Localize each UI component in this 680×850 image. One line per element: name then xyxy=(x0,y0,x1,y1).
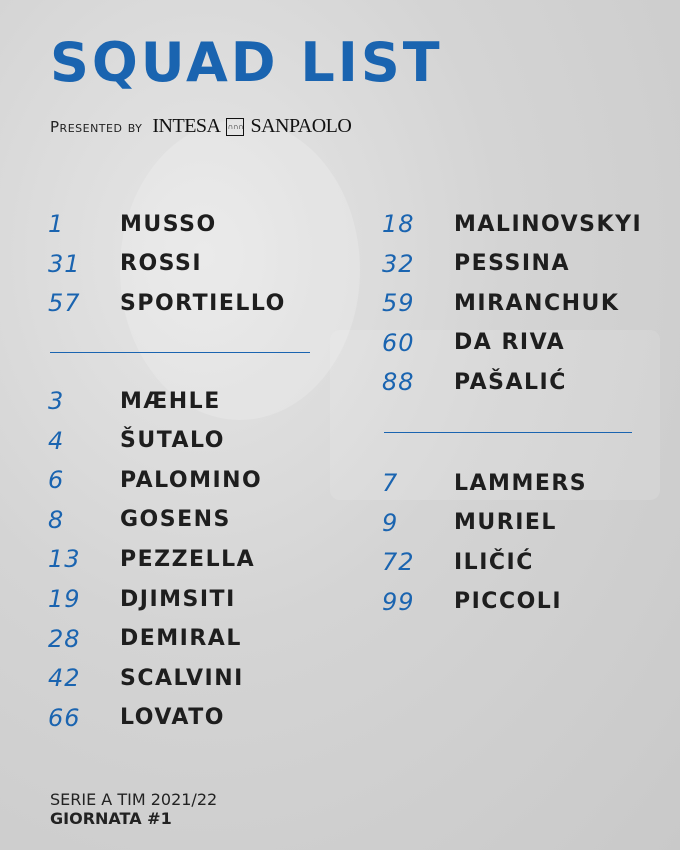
player-row: 3 MÆHLE xyxy=(48,386,221,416)
player-number: 18 xyxy=(382,210,415,238)
player-name: MIRANCHUK xyxy=(454,290,620,316)
presented-by-label: Presented by xyxy=(50,117,143,136)
player-row: 88 PAŠALIĆ xyxy=(382,367,567,397)
player-name: SPORTIELLO xyxy=(120,290,286,316)
player-name: GOSENS xyxy=(120,507,231,533)
player-number: 42 xyxy=(48,664,81,693)
matchday-label: GIORNATA #1 xyxy=(50,809,172,828)
player-number: 31 xyxy=(48,249,81,278)
sponsor-line: Presented by INTESA ∩∩∩ SANPAOLO xyxy=(50,115,352,138)
divider xyxy=(384,432,632,433)
player-name: ŠUTALO xyxy=(120,428,225,454)
sponsor-emblem-icon: ∩∩∩ xyxy=(226,117,245,136)
player-row: 7 LAMMERS xyxy=(382,468,587,498)
player-name: MALINOVSKYI xyxy=(454,211,643,237)
player-number: 7 xyxy=(382,469,399,497)
player-row: 18 MALINOVSKYI xyxy=(382,209,642,239)
player-number: 1 xyxy=(48,210,65,238)
player-number: 88 xyxy=(382,368,415,397)
player-name: SCALVINI xyxy=(120,665,244,691)
player-name: LOVATO xyxy=(120,705,225,731)
player-row: 66 LOVATO xyxy=(48,703,225,733)
player-number: 19 xyxy=(48,585,81,613)
player-number: 59 xyxy=(382,289,415,318)
divider xyxy=(50,352,310,353)
player-name: DA RIVA xyxy=(454,330,566,356)
background-decoration xyxy=(120,120,360,420)
player-row: 57 SPORTIELLO xyxy=(48,288,286,318)
player-number: 72 xyxy=(382,548,415,577)
player-name: PICCOLI xyxy=(454,589,563,615)
player-number: 60 xyxy=(382,328,415,357)
background-decoration xyxy=(330,330,660,500)
player-row: 72 ILIČIĆ xyxy=(382,547,534,577)
competition-label: SERIE A TIM 2021/22 xyxy=(50,790,218,809)
player-row: 32 PESSINA xyxy=(382,249,570,279)
player-number: 32 xyxy=(382,249,415,278)
player-number: 66 xyxy=(48,703,81,732)
player-number: 8 xyxy=(48,505,65,534)
player-name: PALOMINO xyxy=(120,467,263,493)
player-name: ROSSI xyxy=(120,251,203,277)
player-name: PEZZELLA xyxy=(120,546,256,572)
player-row: 9 MURIEL xyxy=(382,508,557,538)
player-name: ILIČIĆ xyxy=(454,549,534,575)
player-row: 60 DA RIVA xyxy=(382,328,565,358)
player-name: MURIEL xyxy=(454,510,557,536)
player-row: 31 ROSSI xyxy=(48,249,202,279)
player-row: 28 DEMIRAL xyxy=(48,624,242,654)
player-row: 19 DJIMSITI xyxy=(48,584,236,614)
player-name: PAŠALIĆ xyxy=(454,369,567,395)
player-row: 59 MIRANCHUK xyxy=(382,288,619,318)
player-name: MUSSO xyxy=(120,211,217,237)
player-number: 57 xyxy=(48,289,81,318)
player-number: 99 xyxy=(382,587,415,616)
player-number: 6 xyxy=(48,466,65,495)
sponsor-name-right: SANPAOLO xyxy=(250,115,352,137)
player-number: 28 xyxy=(48,624,81,653)
player-row: 6 PALOMINO xyxy=(48,465,262,495)
footer: SERIE A TIM 2021/22 GIORNATA #1 xyxy=(50,790,217,828)
player-row: 99 PICCOLI xyxy=(382,587,562,617)
player-row: 13 PEZZELLA xyxy=(48,544,255,574)
player-number: 9 xyxy=(382,508,399,537)
player-number: 13 xyxy=(48,545,81,574)
player-row: 4 ŠUTALO xyxy=(48,426,225,456)
player-name: DJIMSITI xyxy=(120,586,236,612)
player-name: DEMIRAL xyxy=(120,626,242,652)
player-number: 4 xyxy=(48,426,65,455)
sponsor-logo: INTESA ∩∩∩ SANPAOLO xyxy=(152,115,351,138)
player-name: MÆHLE xyxy=(120,388,221,414)
player-row: 1 MUSSO xyxy=(48,209,217,239)
page-title: SQUAD LIST xyxy=(50,31,443,94)
player-name: LAMMERS xyxy=(454,470,588,496)
player-row: 42 SCALVINI xyxy=(48,663,244,693)
player-row: 8 GOSENS xyxy=(48,505,231,535)
player-name: PESSINA xyxy=(454,251,570,277)
player-number: 3 xyxy=(48,387,65,415)
sponsor-name-left: INTESA xyxy=(152,115,221,137)
